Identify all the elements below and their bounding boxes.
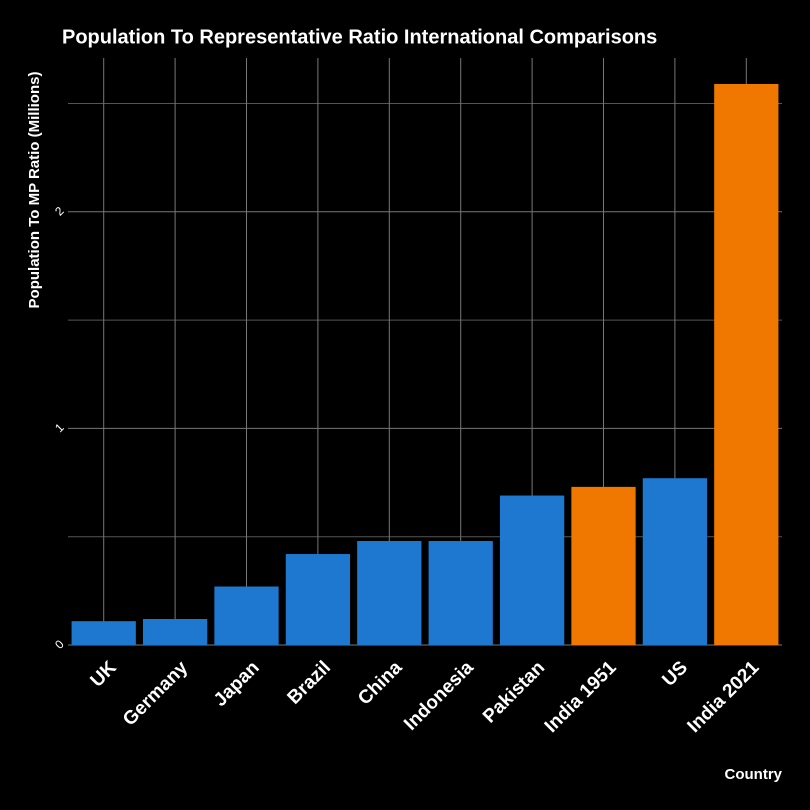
bar — [499, 495, 565, 645]
bar — [357, 541, 422, 645]
x-tick-label: India 1951 — [541, 657, 621, 737]
chart-title: Population To Representative Ratio Inter… — [62, 26, 657, 48]
x-tick-label: India 2021 — [684, 657, 764, 737]
bar — [642, 478, 708, 645]
bar — [214, 586, 279, 645]
x-tick-label: China — [354, 657, 406, 709]
bar — [285, 554, 351, 645]
y-tick-label: 1 — [52, 420, 67, 435]
bar — [714, 83, 779, 646]
bar — [142, 619, 208, 645]
x-tick-label: Indonesia — [400, 657, 478, 735]
x-tick-label: Pakistan — [479, 657, 549, 727]
x-tick-label: UK — [87, 657, 121, 691]
bar — [428, 541, 493, 645]
bar — [71, 621, 136, 645]
y-tick-label: 2 — [52, 204, 67, 219]
x-tick-label: US — [658, 657, 692, 691]
x-tick-label: Brazil — [284, 657, 335, 708]
x-tick-label: Japan — [210, 657, 264, 711]
y-tick-label: 0 — [52, 637, 67, 652]
y-axis-label: Population To MP Ratio (Millions) — [26, 72, 43, 309]
x-tick-label: Germany — [119, 657, 192, 730]
x-axis-label: Country — [725, 766, 783, 783]
bar — [571, 486, 636, 645]
